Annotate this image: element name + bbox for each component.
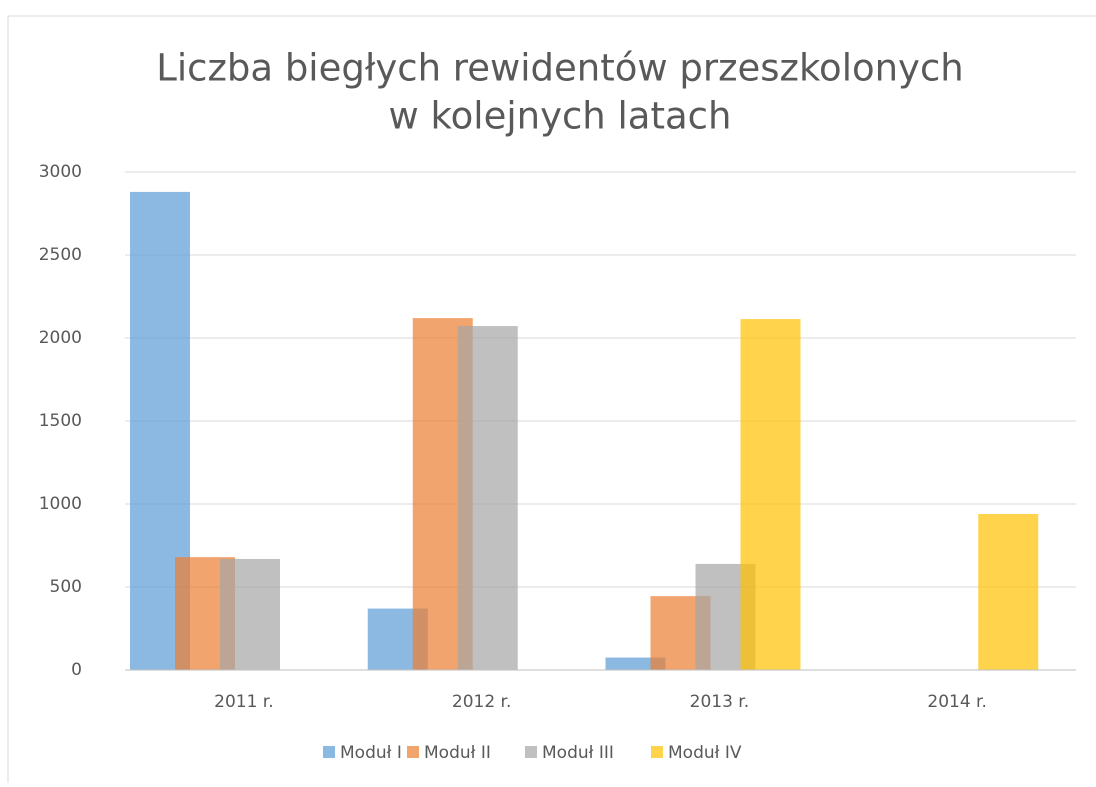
chart-title: w kolejnych latach — [389, 95, 732, 138]
x-tick-label: 2012 r. — [452, 692, 512, 712]
y-tick-label: 1500 — [39, 411, 82, 431]
y-tick-label: 0 — [71, 660, 82, 680]
legend-label: Moduł III — [542, 743, 614, 763]
legend-swatch — [323, 746, 335, 758]
y-tick-label: 1000 — [39, 494, 82, 514]
x-tick-label: 2014 r. — [927, 692, 987, 712]
bar — [740, 319, 801, 670]
legend-label: Moduł IV — [668, 743, 742, 763]
legend-swatch — [407, 746, 419, 758]
bar — [220, 558, 280, 670]
bar — [978, 513, 1039, 670]
y-tick-label: 500 — [50, 577, 82, 597]
x-tick-label: 2013 r. — [690, 692, 750, 712]
chart-title: Liczba biegłych rewidentów przeszkolonyc… — [156, 47, 964, 90]
y-tick-label: 3000 — [39, 162, 82, 182]
bar — [457, 326, 518, 670]
legend-label: Moduł II — [424, 743, 491, 763]
legend-swatch — [651, 746, 663, 758]
y-tick-label: 2500 — [39, 245, 82, 265]
legend-swatch — [525, 746, 537, 758]
legend-label: Moduł I — [340, 743, 402, 763]
y-tick-label: 2000 — [39, 328, 82, 348]
x-tick-label: 2011 r. — [214, 692, 274, 712]
